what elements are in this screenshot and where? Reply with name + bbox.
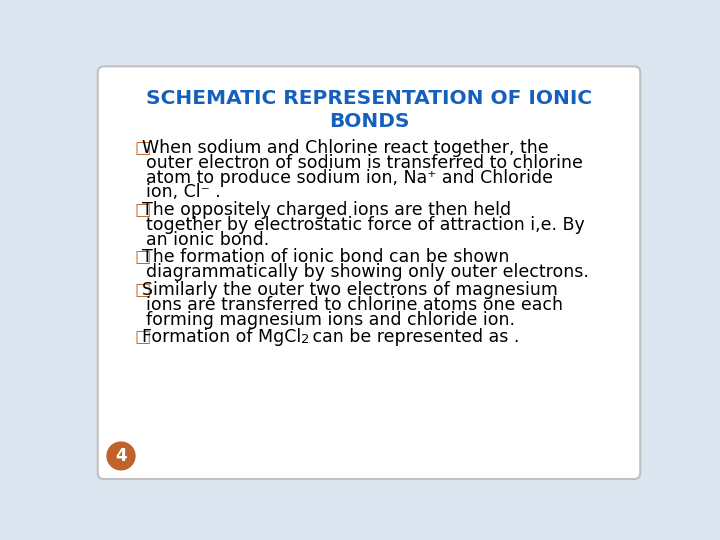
Text: together by electrostatic force of attraction i,e. By: together by electrostatic force of attra… (135, 216, 585, 234)
Text: outer electron of sodium is transferred to chlorine: outer electron of sodium is transferred … (135, 154, 582, 172)
FancyBboxPatch shape (98, 66, 640, 479)
Circle shape (107, 442, 135, 470)
Text: □: □ (135, 328, 151, 346)
Text: □: □ (135, 248, 151, 266)
Text: 2: 2 (301, 333, 310, 347)
Text: □: □ (135, 281, 151, 299)
Text: diagrammatically by showing only outer electrons.: diagrammatically by showing only outer e… (135, 264, 589, 281)
Text: SCHEMATIC REPRESENTATION OF IONIC
BONDS: SCHEMATIC REPRESENTATION OF IONIC BONDS (146, 90, 592, 131)
Text: When sodium and Chlorine react together, the: When sodium and Chlorine react together,… (142, 139, 549, 157)
Text: □: □ (135, 139, 151, 157)
Text: forming magnesium ions and chloride ion.: forming magnesium ions and chloride ion. (135, 310, 515, 329)
Text: ion, Cl⁻ .: ion, Cl⁻ . (135, 184, 221, 201)
Text: 4: 4 (115, 447, 127, 465)
Text: The oppositely charged ions are then held: The oppositely charged ions are then hel… (142, 201, 511, 219)
Text: an ionic bond.: an ionic bond. (135, 231, 269, 249)
Text: The formation of ionic bond can be shown: The formation of ionic bond can be shown (142, 248, 509, 266)
Text: atom to produce sodium ion, Na⁺ and Chloride: atom to produce sodium ion, Na⁺ and Chlo… (135, 168, 553, 186)
Text: Formation of MgCl: Formation of MgCl (142, 328, 301, 346)
Text: can be represented as .: can be represented as . (307, 328, 519, 346)
Text: ions are transferred to chlorine atoms one each: ions are transferred to chlorine atoms o… (135, 296, 563, 314)
Text: Similarly the outer two electrons of magnesium: Similarly the outer two electrons of mag… (142, 281, 558, 299)
Text: □: □ (135, 201, 151, 219)
